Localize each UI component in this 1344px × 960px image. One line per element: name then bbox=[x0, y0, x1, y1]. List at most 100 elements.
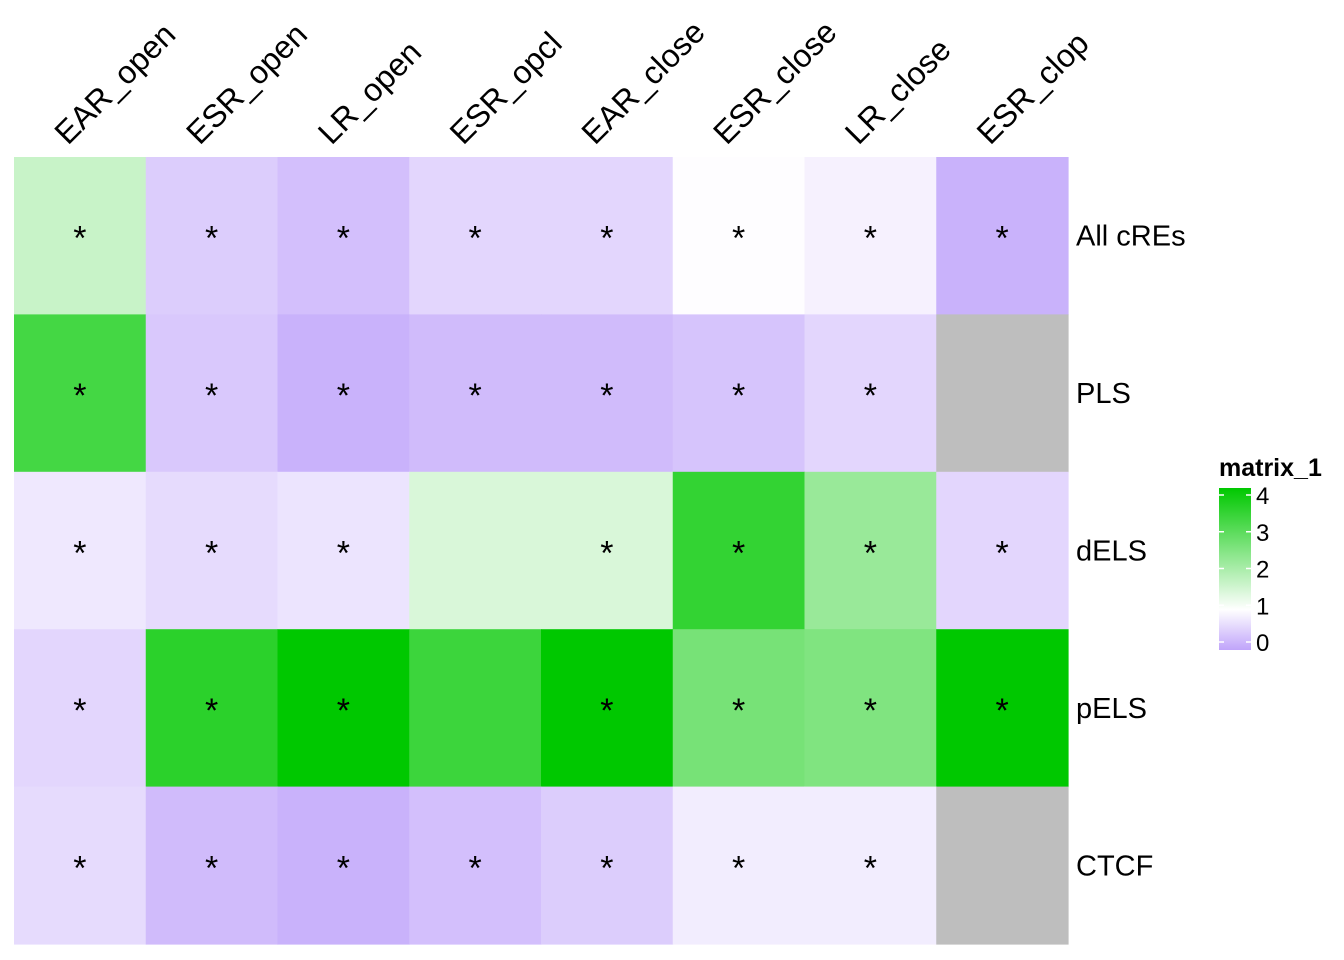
row-label: All cREs bbox=[1076, 221, 1186, 253]
significance-star: * bbox=[469, 220, 482, 258]
column-label: EAR_open bbox=[47, 16, 182, 151]
significance-star: * bbox=[732, 377, 745, 415]
heatmap-cell bbox=[804, 786, 937, 945]
heatmap-cell bbox=[672, 471, 806, 630]
heatmap-cell bbox=[409, 629, 542, 788]
legend-tick-label: 0 bbox=[1256, 630, 1269, 657]
heatmap-cell bbox=[936, 157, 1069, 315]
legend-tick-label: 3 bbox=[1256, 520, 1269, 547]
heatmap-cell bbox=[804, 629, 937, 788]
legend-tick-label: 2 bbox=[1256, 557, 1269, 584]
significance-star: * bbox=[864, 692, 877, 730]
color-legend: matrix_1 4 3 2 1 0 bbox=[1219, 454, 1322, 657]
significance-star: * bbox=[337, 535, 350, 573]
significance-star: * bbox=[600, 535, 613, 573]
significance-star: * bbox=[732, 692, 745, 730]
column-label: ESR_clop bbox=[970, 25, 1096, 151]
significance-star: * bbox=[732, 849, 745, 887]
significance-star: * bbox=[337, 377, 350, 415]
heatmap-cell bbox=[277, 629, 410, 788]
heatmap-cell bbox=[145, 629, 279, 788]
heatmap-cell bbox=[277, 786, 410, 945]
column-label: ESR_close bbox=[706, 14, 843, 151]
row-label: PLS bbox=[1076, 378, 1131, 410]
significance-star: * bbox=[864, 535, 877, 573]
significance-star: * bbox=[469, 377, 482, 415]
significance-star: * bbox=[732, 220, 745, 258]
legend-title: matrix_1 bbox=[1219, 454, 1322, 482]
significance-star: * bbox=[996, 692, 1009, 730]
significance-star: * bbox=[73, 692, 86, 730]
significance-star: * bbox=[205, 220, 218, 258]
heatmap-cell bbox=[409, 786, 542, 945]
heatmap-cell bbox=[14, 786, 147, 945]
heatmap-cell bbox=[936, 314, 1069, 473]
heatmap-cell bbox=[145, 314, 279, 473]
legend-tick-label: 1 bbox=[1256, 593, 1269, 620]
heatmap-cell bbox=[672, 157, 806, 315]
significance-star: * bbox=[732, 535, 745, 573]
significance-star: * bbox=[337, 692, 350, 730]
significance-star: * bbox=[864, 220, 877, 258]
heatmap-cell bbox=[936, 471, 1069, 630]
heatmap-cell bbox=[672, 786, 806, 945]
heatmap-cell bbox=[804, 471, 937, 630]
significance-star: * bbox=[864, 377, 877, 415]
heatmap-cell bbox=[541, 786, 674, 945]
column-label: LR_close bbox=[838, 31, 958, 151]
significance-star: * bbox=[600, 692, 613, 730]
heatmap-cell bbox=[409, 314, 542, 473]
heatmap-cell bbox=[541, 629, 674, 788]
heatmap-cell bbox=[541, 471, 674, 630]
significance-star: * bbox=[996, 535, 1009, 573]
significance-star: * bbox=[600, 220, 613, 258]
significance-star: * bbox=[73, 849, 86, 887]
heatmap-cells bbox=[14, 157, 1069, 945]
row-label: dELS bbox=[1076, 536, 1147, 568]
significance-star: * bbox=[73, 535, 86, 573]
legend-color-bar bbox=[1219, 488, 1251, 650]
row-label: pELS bbox=[1076, 693, 1147, 725]
heatmap-cell bbox=[672, 314, 806, 473]
legend-tick-label: 4 bbox=[1256, 483, 1269, 510]
row-labels: All cREs PLS dELS pELS CTCF bbox=[1076, 221, 1186, 883]
significance-star: * bbox=[469, 849, 482, 887]
heatmap-cell bbox=[14, 157, 147, 315]
significance-star: * bbox=[205, 535, 218, 573]
significance-star: * bbox=[73, 377, 86, 415]
heatmap-cell bbox=[14, 629, 147, 788]
significance-markers: * * * * * * * * * * * * * * * * * * * * * * * * * * * * * * * * * * * * bbox=[73, 220, 1008, 888]
significance-star: * bbox=[337, 849, 350, 887]
heatmap-cell bbox=[672, 629, 806, 788]
row-label: CTCF bbox=[1076, 850, 1153, 882]
heatmap-cell bbox=[145, 157, 279, 315]
heatmap-cell bbox=[145, 471, 279, 630]
column-label: EAR_close bbox=[574, 14, 711, 151]
heatmap-cell bbox=[409, 157, 542, 315]
heatmap-cell bbox=[14, 314, 147, 473]
heatmap-cell bbox=[277, 314, 410, 473]
significance-star: * bbox=[205, 692, 218, 730]
significance-star: * bbox=[600, 377, 613, 415]
heatmap-cell bbox=[804, 314, 937, 473]
legend-ticks: 4 3 2 1 0 bbox=[1219, 483, 1269, 657]
heatmap-cell bbox=[277, 471, 410, 630]
heatmap-cell bbox=[14, 471, 147, 630]
heatmap-cell bbox=[409, 471, 542, 630]
heatmap-cell bbox=[145, 786, 279, 945]
significance-star: * bbox=[996, 220, 1009, 258]
significance-star: * bbox=[600, 849, 613, 887]
heatmap-cell bbox=[804, 157, 937, 315]
significance-star: * bbox=[864, 849, 877, 887]
column-label: ESR_open bbox=[179, 16, 314, 151]
significance-star: * bbox=[73, 220, 86, 258]
column-label: ESR_opcl bbox=[443, 25, 569, 151]
significance-star: * bbox=[205, 849, 218, 887]
significance-star: * bbox=[205, 377, 218, 415]
heatmap-cell bbox=[541, 157, 674, 315]
heatmap-cell bbox=[936, 629, 1069, 788]
heatmap-cell bbox=[936, 786, 1069, 945]
heatmap-cell bbox=[277, 157, 410, 315]
